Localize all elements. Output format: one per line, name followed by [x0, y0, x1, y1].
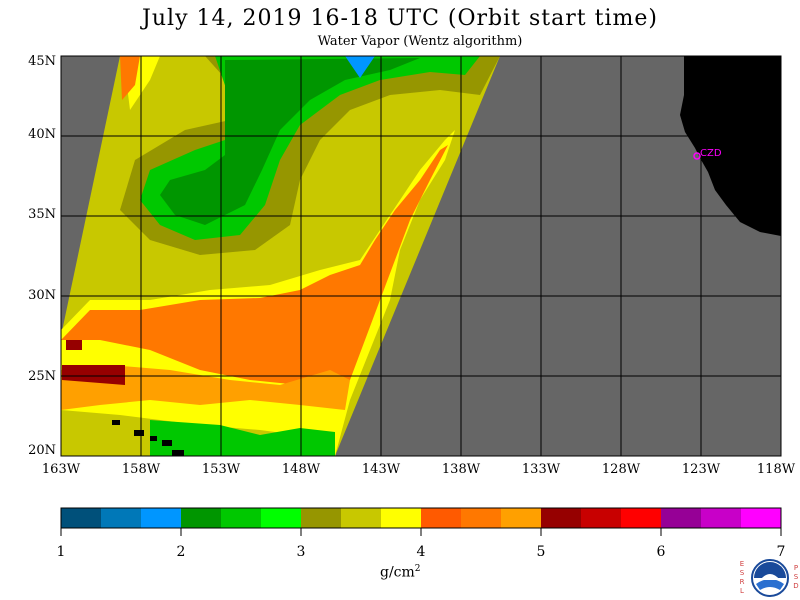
lon-label: 133W [521, 462, 561, 477]
colorbar-tick-label: 2 [176, 544, 186, 560]
lon-label: 123W [681, 462, 721, 477]
chart-title: July 14, 2019 16-18 UTC (Orbit start tim… [142, 6, 658, 31]
colorbar-swatch [581, 508, 621, 528]
colorbar-tick-label: 4 [416, 544, 426, 560]
colorbar-swatch [541, 508, 581, 528]
station-marker [693, 152, 701, 160]
lat-label: 25N [28, 369, 56, 384]
colorbar-swatch [701, 508, 741, 528]
colorbar-tick-label: 3 [296, 544, 306, 560]
lon-label: 138W [441, 462, 481, 477]
lon-label: 163W [41, 462, 81, 477]
chart-subtitle: Water Vapor (Wentz algorithm) [317, 34, 523, 49]
lon-label: 143W [361, 462, 401, 477]
colorbar-swatch [621, 508, 661, 528]
hawaiian-islands [112, 420, 184, 456]
land-california [680, 56, 781, 236]
station-label: CZD [700, 148, 722, 159]
colorbar-swatch [101, 508, 141, 528]
colorbar-swatch [261, 508, 301, 528]
colorbar-swatch [181, 508, 221, 528]
lat-label: 35N [28, 207, 56, 222]
colorbar-swatch [741, 508, 781, 528]
colorbar-swatch [461, 508, 501, 528]
lon-label: 128W [601, 462, 641, 477]
colorbar [60, 507, 782, 536]
colorbar-swatch [661, 508, 701, 528]
lon-label: 158W [121, 462, 161, 477]
colorbar-swatch [341, 508, 381, 528]
lon-label: 153W [201, 462, 241, 477]
noaa-emblem-icon [751, 559, 789, 597]
map-frame [60, 55, 782, 457]
lat-label: 45N [28, 54, 56, 69]
colorbar-swatch [381, 508, 421, 528]
colorbar-swatch [221, 508, 261, 528]
colorbar-tick-label: 7 [776, 544, 786, 560]
lon-label: 148W [281, 462, 321, 477]
lon-label: 118W [756, 462, 796, 477]
colorbar-swatch [141, 508, 181, 528]
colorbar-tick-label: 1 [56, 544, 66, 560]
colorbar-units: g/cm2 [380, 564, 421, 581]
satellite-swath [61, 56, 500, 456]
lat-lon-grid [61, 56, 781, 456]
colorbar-swatch [61, 508, 101, 528]
colorbar-tick-label: 6 [656, 544, 666, 560]
colorbar-swatch [501, 508, 541, 528]
lat-label: 30N [28, 288, 56, 303]
colorbar-swatch [421, 508, 461, 528]
colorbar-swatch [301, 508, 341, 528]
lat-label: 40N [28, 127, 56, 142]
lat-label: 20N [28, 443, 56, 458]
colorbar-tick-label: 5 [536, 544, 546, 560]
